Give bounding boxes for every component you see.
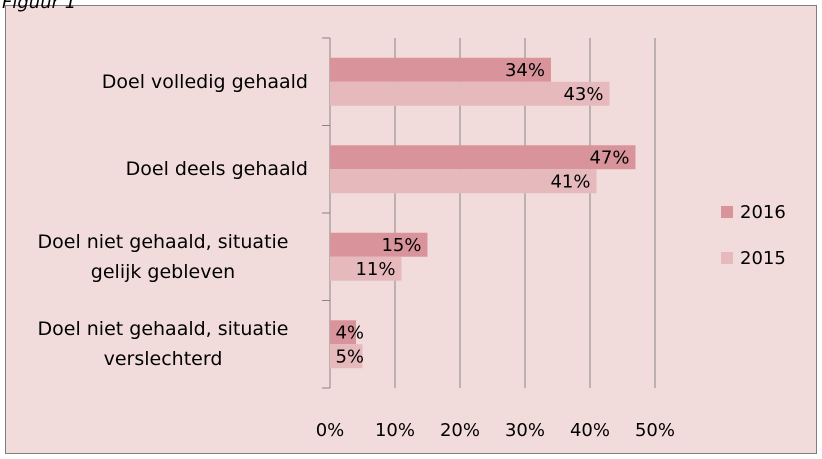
y-tick-label: Doel niet gehaald, situatie verslechterd — [18, 314, 308, 374]
legend-label: 2015 — [740, 248, 786, 269]
x-tick-label: 20% — [440, 420, 480, 441]
data-label: 4% — [335, 322, 364, 343]
y-tick-label-text: Doel niet gehaald, situatie gelijk geble… — [37, 230, 289, 283]
y-tick-label-text: Doel niet gehaald, situatie verslechterd — [37, 318, 289, 371]
bar — [330, 344, 363, 369]
data-label: 41% — [550, 171, 590, 192]
y-tick-label-text: Doel deels gehaald — [125, 158, 308, 181]
x-tick-label: 10% — [375, 420, 415, 441]
x-tick-label: 30% — [505, 420, 545, 441]
data-label: 11% — [355, 259, 395, 280]
x-tick-label: 0% — [316, 420, 345, 441]
legend-swatch — [721, 206, 733, 218]
bar — [330, 232, 428, 257]
x-tick-label: 40% — [570, 420, 610, 441]
data-label: 15% — [381, 235, 421, 256]
data-label: 5% — [335, 346, 364, 367]
legend-swatch — [721, 252, 733, 264]
bar — [330, 57, 551, 82]
data-label: 47% — [589, 147, 629, 168]
y-tick-label: Doel deels gehaald — [126, 154, 308, 184]
legend-label: 2016 — [740, 202, 786, 223]
bar — [330, 145, 636, 170]
data-label: 34% — [505, 60, 545, 81]
chart-title: Figuur 1 — [2, 0, 76, 13]
x-tick-label: 50% — [635, 420, 675, 441]
y-tick-label-text: Doel volledig gehaald — [101, 70, 308, 93]
bar — [330, 256, 402, 281]
y-tick-label: Doel niet gehaald, situatie gelijk geble… — [18, 227, 308, 287]
data-label: 43% — [563, 84, 603, 105]
bar — [330, 81, 610, 106]
bar — [330, 169, 597, 194]
y-tick-label: Doel volledig gehaald — [102, 67, 308, 97]
bar — [330, 320, 356, 345]
